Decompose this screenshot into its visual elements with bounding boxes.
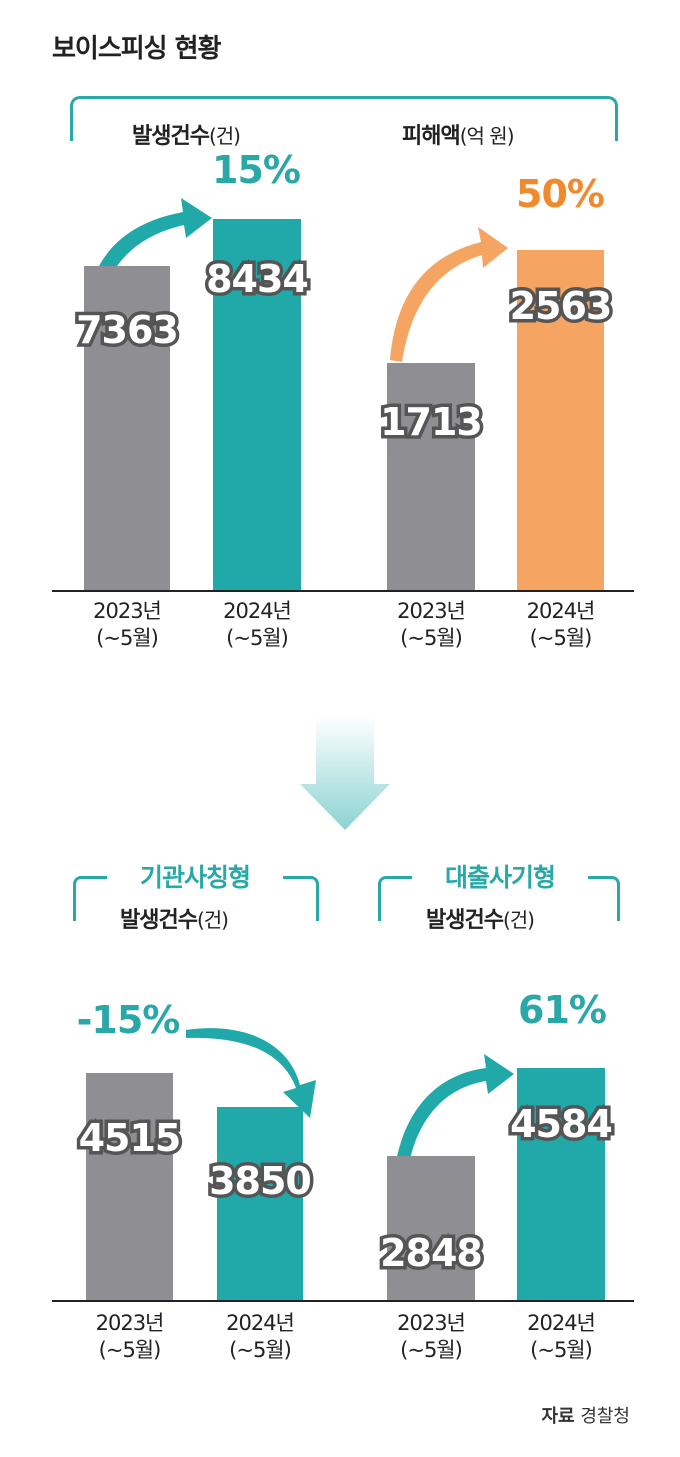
page-title: 보이스피싱 현황 bbox=[52, 34, 221, 64]
damage-header-label: 피해액 bbox=[402, 124, 461, 149]
bottom-baseline bbox=[52, 1300, 634, 1302]
x-tick-year: 2023년 bbox=[397, 1311, 466, 1335]
x-tick-period: (~5월) bbox=[229, 1338, 292, 1362]
damage-header-unit: (억 원) bbox=[459, 124, 515, 148]
bar-value-label: 4584 bbox=[507, 1099, 617, 1150]
top-bracket bbox=[70, 96, 618, 141]
source-name: 경찰청 bbox=[580, 1406, 630, 1427]
change-percent-label: 61% bbox=[518, 988, 607, 1032]
down-arrow-icon bbox=[300, 716, 390, 830]
x-tick-period: (~5월) bbox=[98, 1338, 162, 1362]
x-tick-year: 2024년 bbox=[223, 599, 292, 623]
x-tick-label: 2023년 (~5월) bbox=[75, 1310, 185, 1364]
x-tick-period: (~5월) bbox=[400, 1338, 463, 1362]
increase-arrow-icon bbox=[390, 227, 508, 362]
bar-value-label: 7363 bbox=[73, 305, 183, 356]
loan-header-unit: (건) bbox=[502, 908, 535, 932]
loan-header: 발생건수(건) bbox=[426, 902, 535, 934]
bar-value-label: 2563 bbox=[506, 281, 616, 332]
top-baseline bbox=[52, 590, 634, 592]
bar-value-label: 3850 bbox=[206, 1156, 316, 1207]
loan-header-label: 발생건수 bbox=[426, 908, 504, 933]
change-percent-label: 50% bbox=[516, 172, 605, 216]
count-header: 발생건수(건) bbox=[132, 118, 241, 150]
bar-2024 bbox=[217, 1106, 303, 1300]
x-tick-year: 2024년 bbox=[526, 599, 596, 623]
x-tick-period: (~5월) bbox=[530, 1338, 593, 1362]
x-tick-label: 2024년 (~5월) bbox=[205, 1310, 315, 1364]
x-tick-period: (~5월) bbox=[96, 626, 159, 650]
damage-header: 피해액(억 원) bbox=[402, 118, 514, 150]
x-tick-label: 2024년 (~5월) bbox=[202, 598, 312, 652]
x-tick-year: 2024년 bbox=[226, 1311, 295, 1335]
bar-2024 bbox=[213, 218, 301, 590]
source-note: 자료 경찰청 bbox=[541, 1402, 630, 1428]
bar-2023 bbox=[84, 266, 170, 590]
agency-header-unit: (건) bbox=[196, 908, 229, 932]
increase-arrow-icon bbox=[88, 198, 212, 302]
decrease-arrow-icon bbox=[186, 1028, 316, 1118]
x-tick-period: (~5월) bbox=[400, 626, 463, 650]
x-tick-year: 2024년 bbox=[527, 1311, 596, 1335]
bar-2024 bbox=[517, 1067, 605, 1300]
change-percent-label: 15% bbox=[212, 148, 301, 192]
bar-value-label: 2848 bbox=[377, 1228, 487, 1279]
bar-value-label: 8434 bbox=[203, 254, 313, 305]
x-tick-label: 2023년 (~5월) bbox=[72, 598, 182, 652]
x-tick-year: 2023년 bbox=[397, 599, 466, 623]
agency-header: 발생건수(건) bbox=[120, 902, 229, 934]
x-tick-label: 2023년 (~5월) bbox=[376, 598, 486, 652]
agency-header-label: 발생건수 bbox=[120, 908, 198, 933]
bar-2023 bbox=[86, 1073, 173, 1300]
bar-2023 bbox=[387, 1155, 475, 1300]
bar-2023 bbox=[387, 363, 475, 590]
x-tick-year: 2023년 bbox=[95, 1311, 165, 1335]
x-tick-period: (~5월) bbox=[226, 626, 289, 650]
x-tick-period: (~5월) bbox=[529, 626, 593, 650]
change-percent-label: -15% bbox=[76, 998, 181, 1042]
source-label: 자료 bbox=[541, 1406, 575, 1427]
agency-title: 기관사칭형 bbox=[107, 858, 283, 894]
x-tick-label: 2023년 (~5월) bbox=[376, 1310, 486, 1364]
bar-2024 bbox=[517, 250, 604, 590]
x-tick-label: 2024년 (~5월) bbox=[506, 598, 616, 652]
count-header-unit: (건) bbox=[208, 124, 241, 148]
x-tick-year: 2023년 bbox=[93, 599, 162, 623]
bar-value-label: 1713 bbox=[377, 397, 487, 448]
bar-value-label: 4515 bbox=[75, 1113, 185, 1164]
x-tick-label: 2024년 (~5월) bbox=[506, 1310, 616, 1364]
loan-title: 대출사기형 bbox=[412, 858, 588, 894]
count-header-label: 발생건수 bbox=[132, 124, 210, 149]
